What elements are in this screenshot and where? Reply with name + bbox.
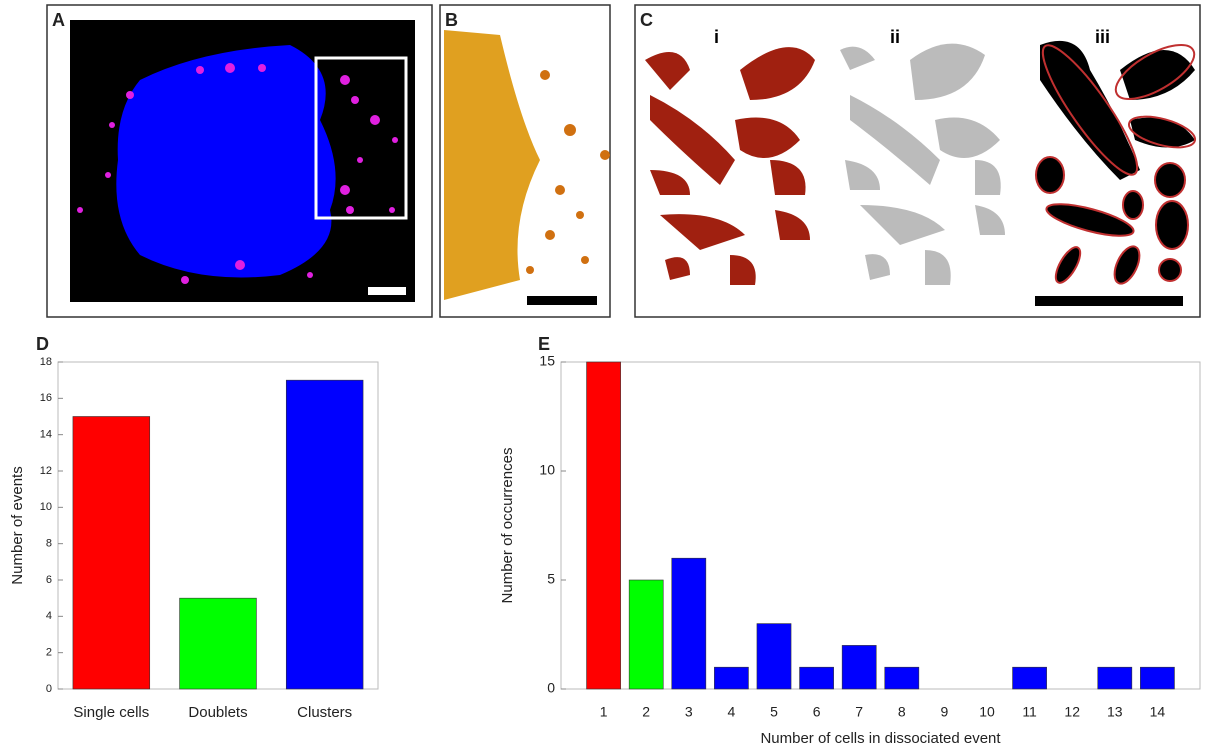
x-tick-label: 7 [855,704,863,720]
panel-label: E [538,334,550,354]
bar [285,379,364,690]
spheroid [116,45,336,278]
x-tick-label: 3 [685,704,693,720]
x-tick-label: 8 [898,704,906,720]
bar [799,666,834,690]
bar [72,416,151,690]
x-tick-label: Doublets [188,704,247,721]
x-axis-label: Number of cells in dissociated event [760,730,1001,747]
y-tick-label: 10 [539,462,555,478]
x-tick-label: Single cells [73,704,149,721]
bar [1012,666,1047,690]
bar [756,623,792,690]
y-tick-label: 8 [46,538,52,550]
panel-label: A [52,10,65,30]
zoom-box [314,56,408,220]
scale-bar [368,287,406,295]
x-tick-label: Clusters [297,704,352,721]
x-tick-label: 10 [979,704,995,720]
panel-label: D [36,334,49,354]
bar [628,579,664,690]
y-tick-label: 18 [40,356,52,368]
dissociated-cells [77,63,398,284]
x-tick-label: 6 [813,704,821,720]
x-tick-label: 11 [1022,704,1037,720]
x-tick-label: 4 [728,704,736,720]
x-tick-label: 2 [642,704,650,720]
bar [1097,666,1133,690]
sub-label: ii [890,27,900,47]
bar [586,361,621,690]
x-tick-label: 12 [1064,704,1080,720]
plot-frame [560,361,1201,690]
bar [1140,666,1175,690]
y-tick-label: 12 [40,465,52,477]
y-tick-label: 10 [40,501,52,513]
bar [841,645,877,690]
y-tick-label: 0 [547,680,555,696]
x-tick-label: 14 [1150,704,1166,720]
y-axis-label: Number of occurrences [499,448,516,604]
x-tick-label: 5 [770,704,778,720]
bar [179,597,257,690]
y-tick-label: 5 [547,571,555,587]
cells-ellipses [1035,40,1197,285]
scale-bar [527,296,597,305]
sub-label: i [714,27,719,47]
y-axis-label: Number of events [9,466,26,584]
y-tick-label: 15 [539,353,555,369]
x-tick-label: 1 [600,704,608,720]
y-tick-label: 16 [40,392,52,404]
y-tick-label: 2 [46,647,52,659]
scale-bar [1035,296,1183,306]
panel-label: C [640,10,653,30]
bar [714,666,749,690]
cells-gray [840,43,1005,285]
cells-color [645,47,815,285]
y-tick-label: 4 [46,610,52,622]
x-tick-label: 13 [1107,704,1123,720]
x-tick-label: 9 [941,704,949,720]
y-tick-label: 14 [40,429,52,441]
dissociated-cells [526,70,610,274]
y-tick-label: 6 [46,574,52,586]
panel-label: B [445,10,458,30]
bar [884,666,920,690]
y-tick-label: 0 [46,683,52,695]
bar [671,557,707,690]
cells-image [444,30,540,300]
sub-label: iii [1095,27,1110,47]
